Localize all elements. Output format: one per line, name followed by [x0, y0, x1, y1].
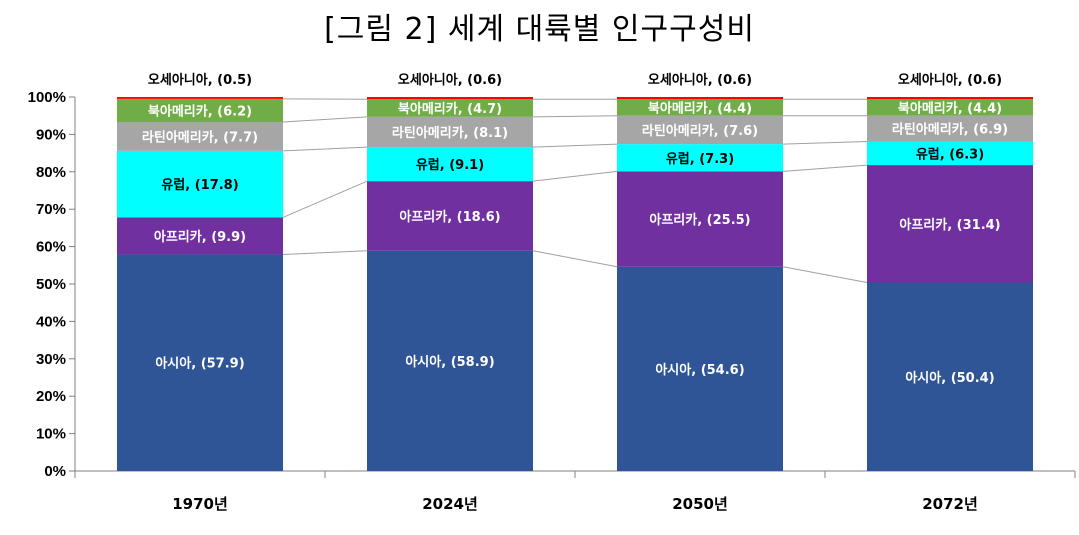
bar-segment-유럽	[867, 141, 1033, 166]
bar-segment-유럽	[617, 144, 783, 172]
bar-segment-아시아	[117, 254, 283, 471]
data-label: 라틴아메리카, (6.9)	[892, 122, 1008, 138]
data-label: 오세아니아, (0.6)	[898, 72, 1002, 88]
data-label: 유럽, (7.3)	[666, 152, 734, 167]
series-connector-line	[782, 266, 868, 283]
data-label: 유럽, (17.8)	[161, 178, 238, 193]
data-label: 아시아, (57.9)	[155, 356, 244, 372]
data-label: 북아메리카, (4.4)	[648, 100, 752, 116]
data-label: 북아메리카, (6.2)	[148, 103, 252, 119]
y-tick-label: 70%	[36, 201, 66, 218]
data-label: 오세아니아, (0.6)	[398, 72, 502, 88]
bar-segment-라틴아메리카	[617, 115, 783, 145]
bar-segment-라틴아메리카	[867, 115, 1033, 142]
data-label: 아시아, (58.9)	[405, 354, 494, 370]
x-category-label: 2024년	[422, 495, 478, 513]
bar-segment-오세아니아	[617, 97, 783, 100]
bar-segment-아프리카	[367, 181, 533, 251]
data-label: 북아메리카, (4.7)	[398, 101, 502, 117]
bar-segment-유럽	[117, 150, 283, 218]
x-category-label: 1970년	[172, 495, 228, 513]
bar-segment-아프리카	[117, 217, 283, 255]
series-connector-line	[532, 115, 618, 118]
y-tick-label: 20%	[36, 388, 66, 405]
y-tick-label: 80%	[36, 164, 66, 181]
series-connector-line	[282, 180, 368, 218]
series-connector-line	[282, 116, 368, 123]
bar-segment-유럽	[367, 147, 533, 182]
y-tick-label: 50%	[36, 276, 66, 293]
data-label: 유럽, (9.1)	[416, 158, 484, 173]
bar-segment-오세아니아	[117, 97, 283, 99]
y-tick-label: 0%	[44, 463, 66, 480]
bar-segment-북아메리카	[367, 99, 533, 117]
data-label: 아프리카, (25.5)	[649, 212, 750, 228]
data-label: 오세아니아, (0.6)	[648, 72, 752, 88]
data-label: 유럽, (6.3)	[916, 147, 984, 162]
y-tick-label: 100%	[28, 89, 66, 106]
y-tick-label: 90%	[36, 126, 66, 143]
data-label: 아프리카, (18.6)	[399, 209, 500, 225]
bar-segment-북아메리카	[617, 99, 783, 116]
bar-segment-오세아니아	[867, 97, 1033, 100]
data-label: 아시아, (54.6)	[655, 362, 744, 378]
data-label: 아프리카, (31.4)	[899, 217, 1000, 233]
y-tick-label: 40%	[36, 313, 66, 330]
series-connector-line	[532, 143, 618, 148]
series-connector-line	[782, 141, 868, 145]
bar-segment-아프리카	[867, 165, 1033, 283]
series-connector-line	[282, 250, 368, 255]
series-connector-line	[782, 164, 868, 172]
data-label: 오세아니아, (0.5)	[148, 72, 252, 88]
series-connector-line	[532, 250, 618, 268]
bar-segment-오세아니아	[367, 97, 533, 100]
bar-segment-북아메리카	[117, 98, 283, 123]
data-label: 북아메리카, (4.4)	[898, 100, 1002, 116]
data-label: 라틴아메리카, (7.7)	[142, 129, 258, 145]
data-label: 아시아, (50.4)	[905, 370, 994, 386]
y-tick-label: 30%	[36, 351, 66, 368]
bar-segment-라틴아메리카	[117, 122, 283, 151]
bar-segment-아시아	[617, 266, 783, 471]
series-connector-line	[532, 170, 618, 182]
x-category-label: 2050년	[672, 495, 728, 513]
x-category-label: 2072년	[922, 495, 978, 513]
y-tick-label: 60%	[36, 239, 66, 256]
bar-segment-아프리카	[617, 171, 783, 267]
bar-segment-아시아	[367, 250, 533, 471]
data-label: 아프리카, (9.9)	[154, 229, 246, 245]
data-label: 라틴아메리카, (8.1)	[392, 125, 508, 141]
series-connector-line	[282, 146, 368, 152]
y-tick-label: 10%	[36, 426, 66, 443]
bar-segment-라틴아메리카	[367, 116, 533, 148]
bar-segment-아시아	[867, 282, 1033, 471]
data-label: 라틴아메리카, (7.6)	[642, 123, 758, 139]
chart-title: [그림 2] 세계 대륙별 인구구성비	[324, 12, 755, 47]
bar-segment-북아메리카	[867, 99, 1033, 116]
